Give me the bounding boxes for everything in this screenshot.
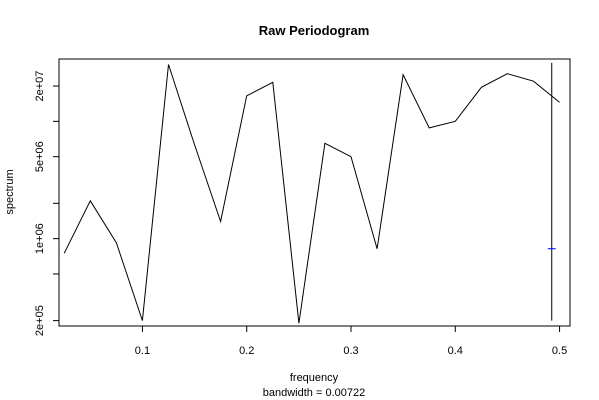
y-axis: 2e+05 1e+06 5e+06 2e+07	[34, 71, 59, 336]
x-tick-label: 0.2	[239, 345, 254, 357]
bandwidth-label: bandwidth = 0.00722	[263, 387, 365, 399]
y-tick-label: 1e+06	[34, 223, 46, 254]
chart-title: Raw Periodogram	[259, 23, 370, 38]
x-tick-label: 0.5	[552, 345, 567, 357]
x-tick-label: 0.1	[135, 345, 150, 357]
x-axis-label: frequency	[290, 372, 339, 384]
y-tick-label: 2e+05	[34, 305, 46, 336]
y-tick-label: 5e+06	[34, 141, 46, 172]
x-tick-label: 0.4	[448, 345, 463, 357]
series-line	[63, 64, 560, 324]
confidence-bar	[547, 62, 556, 321]
y-tick-label: 2e+07	[34, 71, 46, 102]
x-axis: 0.1 0.2 0.3 0.4 0.5	[135, 326, 567, 357]
plot-frame	[58, 58, 571, 327]
x-tick-label: 0.3	[343, 345, 358, 357]
y-axis-label: spectrum	[4, 169, 16, 214]
